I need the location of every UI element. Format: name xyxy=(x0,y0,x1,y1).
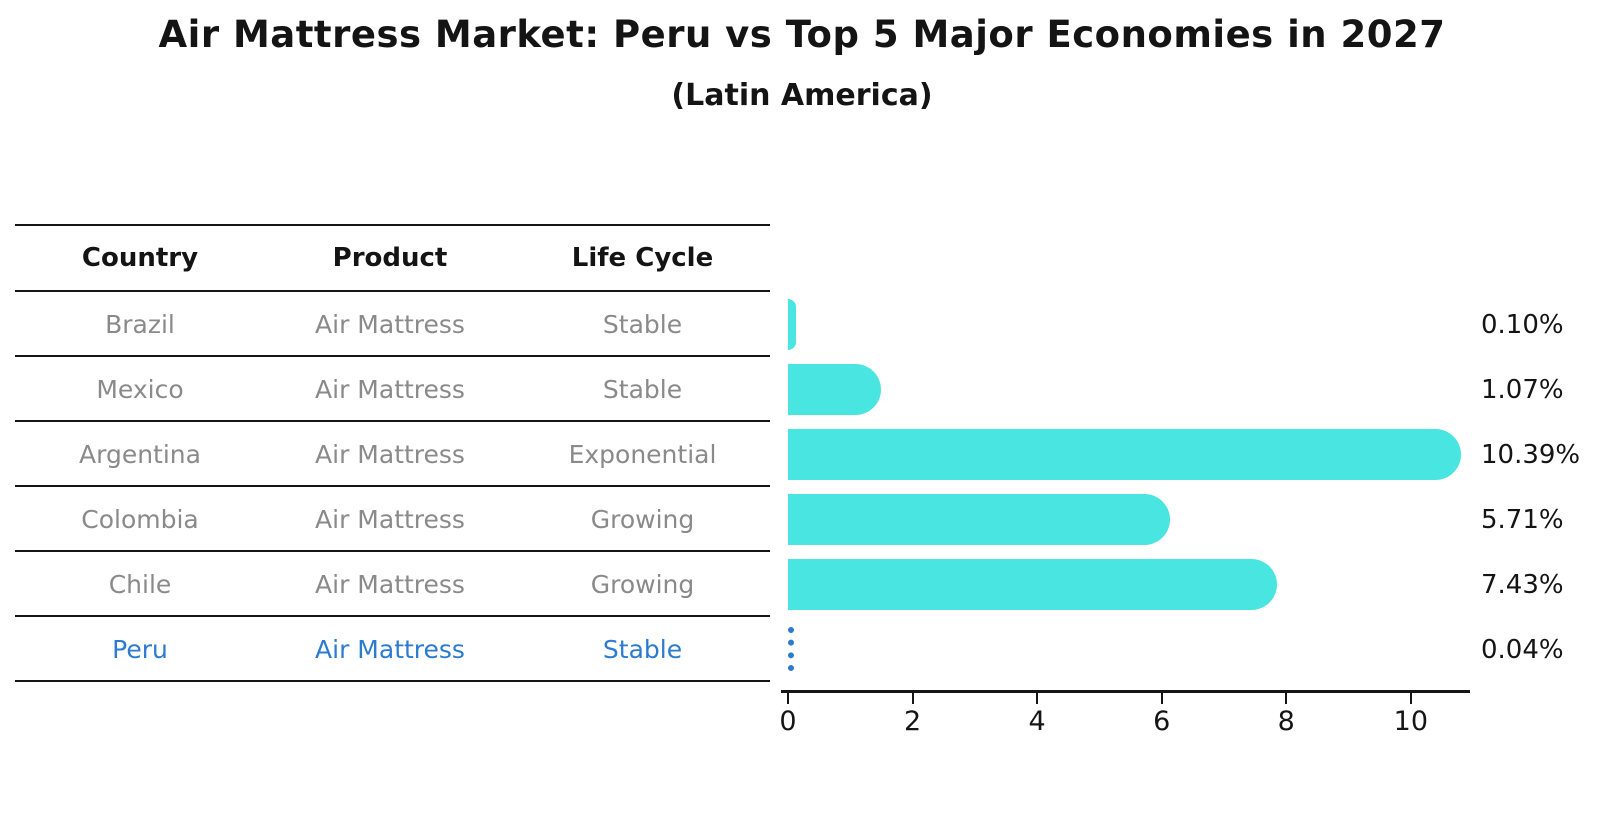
x-axis-line xyxy=(781,690,1470,693)
x-axis-tick-label: 10 xyxy=(1393,706,1428,737)
table-cell-product: Air Mattress xyxy=(315,440,465,469)
table-cell-product: Air Mattress xyxy=(315,375,465,404)
bar-argentina xyxy=(788,429,1462,480)
chart-subtitle: (Latin America) xyxy=(671,78,933,113)
x-axis-tick-label: 2 xyxy=(903,706,922,737)
table-cell-product: Air Mattress xyxy=(315,310,465,339)
x-axis-tick-label: 4 xyxy=(1028,706,1046,737)
bar-value-label: 1.07% xyxy=(1481,374,1564,405)
bar-value-label: 0.04% xyxy=(1481,634,1564,665)
table-row-separator xyxy=(15,680,770,682)
x-axis-tick-label: 0 xyxy=(779,706,797,737)
table-cell-country: Colombia xyxy=(81,505,199,534)
table-cell-product: Air Mattress xyxy=(315,570,465,599)
bar-value-label: 5.71% xyxy=(1481,504,1564,535)
x-axis-tick-label: 6 xyxy=(1153,706,1171,737)
table-row-separator xyxy=(15,485,770,487)
table-header-separator xyxy=(15,290,770,292)
table-row: Peru Air Mattress Stable xyxy=(15,617,770,682)
x-axis-tick-label: 8 xyxy=(1277,706,1295,737)
table-cell-product: Air Mattress xyxy=(315,505,465,534)
table-cell-country: Argentina xyxy=(79,440,201,469)
table-row: Colombia Air Mattress Growing xyxy=(15,487,770,552)
x-axis-tick xyxy=(1036,693,1039,704)
bar-colombia xyxy=(788,494,1170,545)
table-cell-life-cycle: Stable xyxy=(602,375,683,404)
x-axis-tick xyxy=(1285,693,1288,704)
column-header-country: Country xyxy=(81,243,199,273)
table-row-separator xyxy=(15,355,770,357)
table-cell-country: Mexico xyxy=(96,375,184,404)
table-cell-life-cycle: Stable xyxy=(602,310,683,339)
table-row: Chile Air Mattress Growing xyxy=(15,552,770,617)
table-cell-life-cycle: Growing xyxy=(590,505,695,534)
x-axis-tick xyxy=(1160,693,1163,704)
column-header-product: Product xyxy=(332,243,448,273)
table-cell-country: Brazil xyxy=(105,310,175,339)
bar-chile xyxy=(788,559,1277,610)
table-cell-country: Chile xyxy=(108,570,172,599)
table-row: Mexico Air Mattress Stable xyxy=(15,357,770,422)
table-row-separator xyxy=(15,420,770,422)
table-cell-product: Air Mattress xyxy=(315,635,465,664)
x-axis-tick xyxy=(787,693,789,704)
table-row: Brazil Air Mattress Stable xyxy=(15,292,770,357)
chart-title: Air Mattress Market: Peru vs Top 5 Major… xyxy=(158,13,1446,56)
table-row: Argentina Air Mattress Exponential xyxy=(15,422,770,487)
table-row-separator xyxy=(15,615,770,617)
x-axis-tick xyxy=(911,693,914,704)
table-cell-life-cycle: Stable xyxy=(602,635,683,664)
table-cell-life-cycle: Growing xyxy=(590,570,695,599)
bar-value-label: 10.39% xyxy=(1481,439,1581,470)
table-header-row: Country Product Life Cycle xyxy=(15,226,770,290)
bar-brazil xyxy=(788,299,797,350)
table-cell-life-cycle: Exponential xyxy=(568,440,717,469)
bar-peru-dotted xyxy=(788,627,794,671)
bar-mexico xyxy=(788,364,881,415)
bar-value-label: 0.10% xyxy=(1481,309,1564,340)
bar-value-label: 7.43% xyxy=(1481,569,1564,600)
table-top-border xyxy=(15,224,770,226)
column-header-life-cycle: Life Cycle xyxy=(571,243,714,273)
x-axis-tick xyxy=(1409,693,1412,704)
table-row-separator xyxy=(15,550,770,552)
table-cell-country: Peru xyxy=(112,635,168,664)
